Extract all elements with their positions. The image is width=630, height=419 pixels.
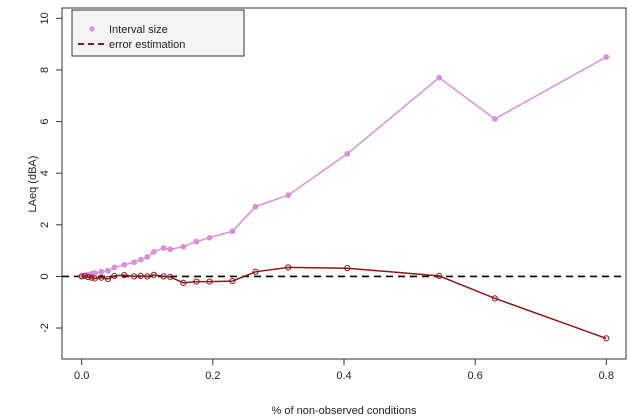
- data-point: [491, 295, 498, 302]
- data-point: [91, 275, 98, 282]
- data-point: [344, 150, 351, 157]
- data-point: [105, 267, 111, 274]
- data-point: [252, 268, 259, 275]
- data-point: [98, 268, 105, 275]
- legend-box: [71, 9, 245, 57]
- data-point: [121, 261, 128, 268]
- data-point: [137, 272, 144, 279]
- data-point: [160, 273, 167, 280]
- series-line: [81, 56, 607, 278]
- x-tick-label: 0.6: [468, 370, 483, 382]
- data-point: [160, 245, 167, 251]
- legend-symbol-interval-size: [89, 26, 95, 32]
- series-0: [78, 54, 610, 280]
- legend-label-interval-size: Interval size: [109, 24, 168, 36]
- data-point: [88, 274, 95, 281]
- y-axis: -2 0 2 4 6 8 10: [39, 12, 63, 333]
- x-tick-label: 0.4: [336, 370, 351, 382]
- series-1: [78, 264, 610, 342]
- plot-frame: [61, 7, 627, 360]
- series-layer: [78, 54, 610, 342]
- y-tick-label: -2: [39, 323, 51, 333]
- x-tick-label: 0.2: [205, 370, 220, 382]
- data-point: [121, 272, 128, 279]
- y-tick-label: 10: [39, 12, 51, 24]
- data-point: [137, 256, 144, 263]
- data-point: [603, 54, 610, 60]
- data-point: [180, 279, 187, 286]
- y-tick-label: 6: [39, 118, 51, 124]
- data-point: [150, 271, 157, 278]
- data-point: [144, 254, 151, 260]
- data-point: [193, 238, 200, 245]
- x-tick-label: 0.0: [74, 370, 89, 382]
- data-point: [81, 272, 89, 279]
- legend: Interval size error estimation: [71, 9, 245, 57]
- data-point: [144, 273, 151, 280]
- data-point: [91, 270, 98, 276]
- data-point: [229, 277, 236, 285]
- y-axis-title: LAeq (dBA): [27, 156, 39, 213]
- data-point: [111, 272, 118, 279]
- data-point: [104, 275, 112, 283]
- data-point: [85, 274, 92, 281]
- data-point: [285, 264, 292, 271]
- data-point: [435, 272, 443, 279]
- y-tick-label: 4: [39, 170, 51, 176]
- series-line: [81, 266, 607, 340]
- legend-label-error-estimation: error estimation: [109, 39, 185, 51]
- data-point: [131, 273, 138, 280]
- x-axis: 0.0 0.2 0.4 0.6 0.8: [74, 358, 614, 382]
- data-point: [167, 246, 174, 253]
- y-tick-label: 2: [39, 222, 51, 228]
- data-point: [150, 248, 157, 255]
- x-axis-title: % of non-observed conditions: [272, 405, 417, 417]
- data-point: [206, 278, 213, 285]
- data-point: [193, 278, 200, 285]
- data-point: [344, 265, 351, 272]
- data-point: [436, 74, 442, 81]
- data-point: [252, 203, 259, 210]
- y-tick-label: 0: [39, 273, 51, 279]
- data-point: [98, 274, 105, 281]
- data-point: [180, 243, 187, 250]
- data-point: [229, 228, 236, 235]
- y-tick-label: 8: [39, 67, 51, 73]
- data-point: [131, 259, 138, 266]
- data-point: [167, 273, 174, 281]
- data-point: [491, 116, 498, 122]
- data-point: [206, 234, 213, 241]
- data-point: [285, 192, 292, 199]
- data-point: [603, 335, 610, 342]
- data-point: [111, 264, 118, 271]
- x-tick-label: 0.8: [599, 370, 614, 382]
- data-point: [78, 273, 85, 280]
